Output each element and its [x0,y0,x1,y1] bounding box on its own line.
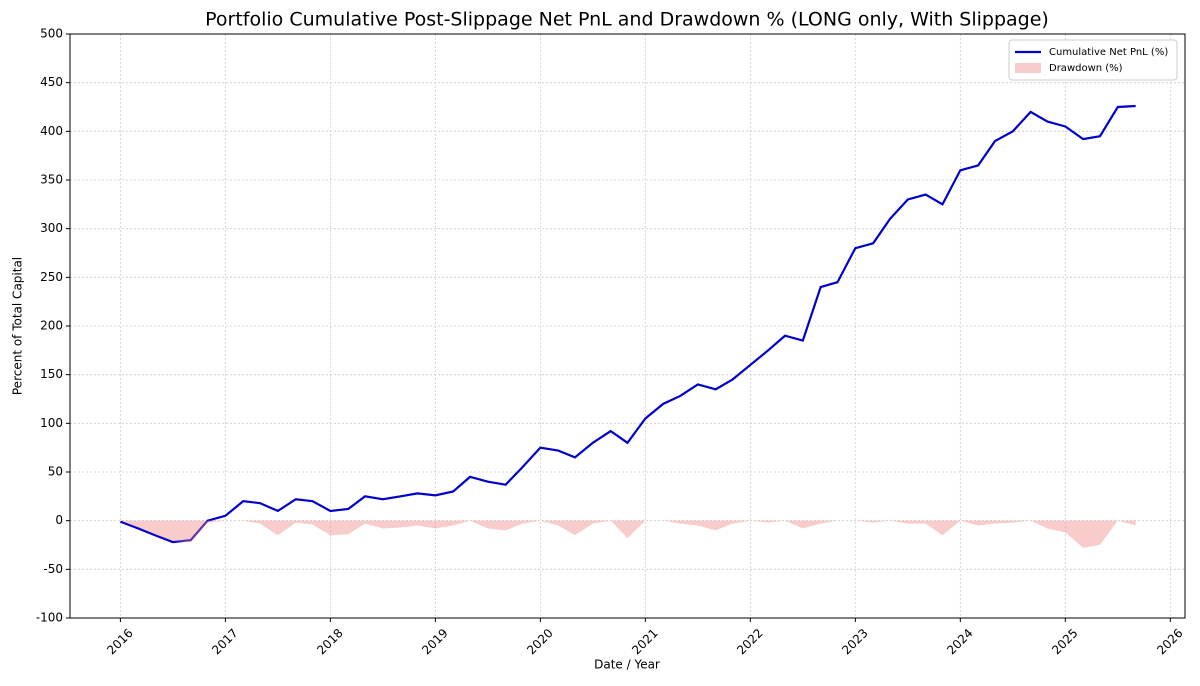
x-tick-label: 2023 [839,626,870,657]
y-tick-label: 250 [40,270,63,284]
x-tick-label: 2019 [419,626,450,657]
legend-swatch [1015,63,1041,73]
x-tick-label: 2026 [1154,626,1185,657]
y-tick-label: 0 [55,513,63,527]
y-tick-label: 150 [40,367,63,381]
y-tick-label: 200 [40,319,63,333]
y-tick-label: 50 [48,465,63,479]
pnl-line [120,104,1136,544]
legend: Cumulative Net PnL (%) Drawdown (%) [1008,39,1178,81]
y-axis-label: Percent of Total Capital [11,257,25,395]
x-tick-label: 2021 [629,626,660,657]
plot-frame [69,33,1186,619]
y-tick-label: 100 [40,416,63,430]
legend-label: Drawdown (%) [1049,63,1123,74]
legend-label: Cumulative Net PnL (%) [1049,47,1168,58]
x-tick-label: 2018 [314,626,345,657]
y-tick-label: -100 [36,611,63,625]
y-tick-label: 300 [40,221,63,235]
x-tick-label: 2020 [524,626,555,657]
y-tick-label: 400 [40,124,63,138]
x-tick-label: 2022 [734,626,765,657]
x-tick-label: 2016 [104,626,135,657]
x-axis-label: Date / Year [594,658,660,672]
x-tick-label: 2017 [209,626,240,657]
y-tick-label: -50 [43,562,63,576]
x-tick-label: 2024 [944,626,975,657]
drawdown-area [120,520,1136,548]
y-tick-label: 500 [40,27,63,41]
legend-box [1008,39,1178,81]
x-tick-label: 2025 [1049,626,1080,657]
y-tick-label: 350 [40,173,63,187]
chart-title: Portfolio Cumulative Post-Slippage Net P… [205,9,1049,31]
y-tick-label: 450 [40,75,63,89]
